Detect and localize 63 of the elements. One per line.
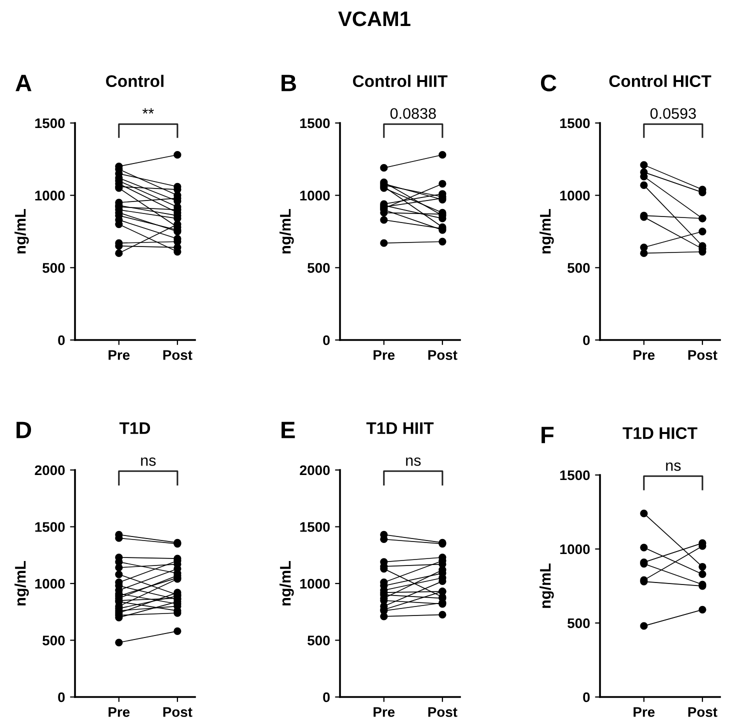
y-tick-label: 0 — [323, 692, 330, 702]
y-axis-title: ng/mL — [280, 561, 294, 606]
y-tick-label: 1500 — [300, 522, 330, 532]
x-tick-label: Pre — [374, 350, 395, 360]
text: ns — [406, 457, 421, 466]
y-axis-title: ng/mL — [540, 209, 554, 254]
y-axis-title: ng/mL — [280, 209, 294, 254]
y-axis-title: ng/mL — [14, 209, 29, 254]
y-tick-label: 0 — [323, 335, 330, 346]
y-tick-label: 500 — [308, 636, 330, 646]
x-tick-label: Pre — [634, 707, 655, 717]
y-tick-label: 1000 — [35, 190, 65, 201]
y-tick-label: 1000 — [560, 544, 590, 554]
y-tick-label: 1000 — [300, 190, 330, 201]
y-tick-label: 1000 — [300, 578, 330, 589]
y-tick-label: 2000 — [300, 465, 330, 476]
text: D — [16, 422, 32, 438]
chart-title: T1D HICT — [622, 427, 698, 440]
y-tick-label: 0 — [583, 335, 590, 346]
y-axis-title: ng/mL — [540, 564, 554, 608]
x-tick-label: Pre — [108, 707, 130, 717]
text: F — [542, 426, 554, 444]
y-tick-label: 500 — [42, 263, 65, 273]
chart-title: Control HICT — [609, 74, 712, 88]
text: 0.0838 — [390, 108, 436, 119]
y-tick-label: 0 — [583, 692, 590, 702]
text: A — [16, 74, 32, 92]
x-tick-label: Post — [688, 707, 718, 717]
x-tick-label: Pre — [374, 707, 395, 717]
y-tick-label: 1500 — [35, 118, 65, 128]
chart-title: Control — [106, 74, 164, 88]
y-tick-label: 1500 — [300, 118, 330, 128]
y-tick-label: 1000 — [35, 578, 65, 589]
y-tick-label: 0 — [58, 692, 65, 702]
y-tick-label: 2000 — [34, 465, 65, 476]
x-tick-label: Pre — [634, 350, 655, 360]
x-tick-label: Post — [163, 350, 192, 360]
text: E — [282, 422, 295, 438]
y-axis-title: ng/mL — [14, 561, 29, 606]
text: C — [540, 74, 556, 92]
x-tick-label: Post — [428, 350, 458, 360]
chart-title: Control HIIT — [353, 74, 448, 88]
y-tick-label: 500 — [568, 618, 590, 628]
x-tick-label: Post — [688, 350, 718, 360]
y-tick-label: 500 — [42, 636, 65, 646]
y-tick-label: 500 — [568, 263, 590, 273]
text: ** — [142, 108, 154, 114]
y-tick-label: 1500 — [35, 522, 65, 532]
text: 0.0593 — [650, 108, 696, 119]
y-tick-label: 1500 — [560, 470, 590, 480]
text: VCAM1 — [338, 11, 410, 26]
text: ns — [666, 462, 681, 471]
y-tick-label: 1000 — [560, 190, 590, 201]
y-tick-label: 1500 — [560, 118, 590, 128]
text: B — [282, 74, 296, 92]
text: ns — [141, 457, 156, 466]
x-tick-label: Post — [163, 707, 192, 717]
y-tick-label: 500 — [308, 263, 330, 273]
x-tick-label: Post — [428, 707, 458, 717]
x-tick-label: Pre — [108, 350, 130, 360]
chart-title: T1D — [119, 422, 150, 434]
y-tick-label: 0 — [58, 335, 65, 346]
chart-title: T1D HIIT — [366, 422, 434, 434]
